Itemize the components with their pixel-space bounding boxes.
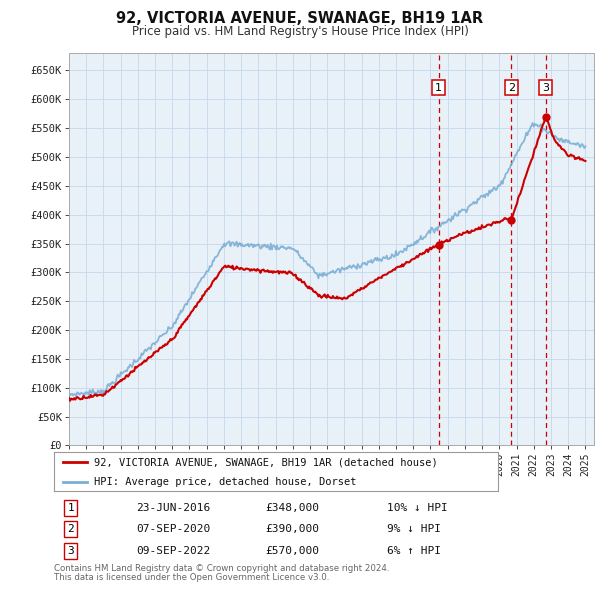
Text: 1: 1 — [435, 83, 442, 93]
Text: 1: 1 — [68, 503, 74, 513]
Text: Price paid vs. HM Land Registry's House Price Index (HPI): Price paid vs. HM Land Registry's House … — [131, 25, 469, 38]
Text: 3: 3 — [68, 546, 74, 556]
Text: 2: 2 — [508, 83, 515, 93]
Text: Contains HM Land Registry data © Crown copyright and database right 2024.: Contains HM Land Registry data © Crown c… — [54, 564, 389, 573]
Text: 3: 3 — [542, 83, 549, 93]
Text: 92, VICTORIA AVENUE, SWANAGE, BH19 1AR (detached house): 92, VICTORIA AVENUE, SWANAGE, BH19 1AR (… — [94, 457, 438, 467]
Text: 2: 2 — [68, 525, 74, 535]
Text: 07-SEP-2020: 07-SEP-2020 — [136, 525, 210, 535]
Text: £570,000: £570,000 — [265, 546, 319, 556]
Text: 23-JUN-2016: 23-JUN-2016 — [136, 503, 210, 513]
Text: 10% ↓ HPI: 10% ↓ HPI — [386, 503, 448, 513]
Text: 9% ↓ HPI: 9% ↓ HPI — [386, 525, 440, 535]
Text: 92, VICTORIA AVENUE, SWANAGE, BH19 1AR: 92, VICTORIA AVENUE, SWANAGE, BH19 1AR — [116, 11, 484, 25]
Text: £348,000: £348,000 — [265, 503, 319, 513]
Text: HPI: Average price, detached house, Dorset: HPI: Average price, detached house, Dors… — [94, 477, 356, 487]
Text: This data is licensed under the Open Government Licence v3.0.: This data is licensed under the Open Gov… — [54, 573, 329, 582]
Text: 6% ↑ HPI: 6% ↑ HPI — [386, 546, 440, 556]
Text: £390,000: £390,000 — [265, 525, 319, 535]
Text: 09-SEP-2022: 09-SEP-2022 — [136, 546, 210, 556]
